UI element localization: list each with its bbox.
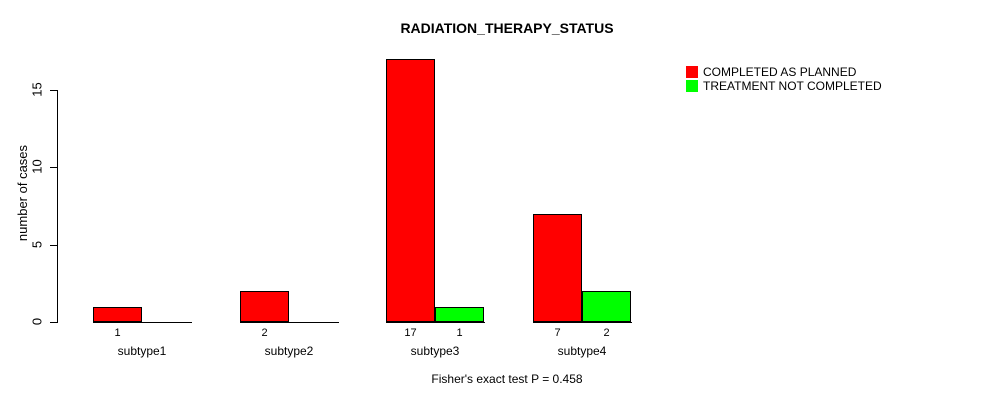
bar-subtype2-completed-as-planned — [240, 291, 289, 322]
x-category-label-subtype2: subtype2 — [264, 344, 314, 358]
y-axis-line — [57, 90, 58, 323]
y-axis-label: number of cases — [15, 144, 30, 242]
legend-swatch-treatment-not-completed — [686, 80, 698, 92]
y-axis-tick-label-10: 10 — [29, 159, 45, 174]
bar-value-label-subtype1-completed-as-planned: 1 — [114, 327, 121, 339]
group-baseline-subtype3 — [386, 322, 485, 323]
x-category-label-subtype4: subtype4 — [557, 344, 607, 358]
bar-value-label-subtype2-completed-as-planned: 2 — [261, 327, 268, 339]
legend-entry-treatment-not-completed: TREATMENT NOT COMPLETED — [686, 80, 882, 92]
y-axis-tick-10 — [50, 167, 57, 168]
x-category-label-subtype1: subtype1 — [117, 344, 167, 358]
y-axis-tick-label-15: 15 — [29, 82, 45, 97]
bar-value-label-subtype4-treatment-not-completed: 2 — [603, 327, 610, 339]
y-axis-tick-0 — [50, 322, 57, 323]
y-axis-tick-label-0: 0 — [29, 317, 45, 326]
bar-subtype4-treatment-not-completed — [582, 291, 631, 322]
bar-value-label-subtype4-completed-as-planned: 7 — [554, 327, 561, 339]
legend-entry-completed-as-planned: COMPLETED AS PLANNED — [686, 66, 882, 78]
group-baseline-subtype2 — [240, 322, 339, 323]
footnote-fisher-test: Fisher's exact test P = 0.458 — [431, 372, 583, 386]
group-baseline-subtype4 — [533, 322, 632, 323]
bar-subtype1-completed-as-planned — [93, 307, 142, 322]
chart-title: RADIATION_THERAPY_STATUS — [400, 20, 614, 36]
bar-value-label-subtype3-completed-as-planned: 17 — [404, 327, 417, 339]
legend: COMPLETED AS PLANNED TREATMENT NOT COMPLE… — [686, 66, 882, 92]
legend-label-completed-as-planned: COMPLETED AS PLANNED — [703, 65, 857, 79]
legend-swatch-completed-as-planned — [686, 66, 698, 78]
bar-value-label-subtype3-treatment-not-completed: 1 — [456, 327, 463, 339]
bar-subtype3-completed-as-planned — [386, 59, 435, 322]
x-category-label-subtype3: subtype3 — [410, 344, 460, 358]
y-axis-tick-label-5: 5 — [29, 240, 45, 249]
y-axis-tick-15 — [50, 90, 57, 91]
group-baseline-subtype1 — [93, 322, 192, 323]
y-axis-tick-5 — [50, 245, 57, 246]
bar-subtype3-treatment-not-completed — [435, 307, 484, 322]
bar-subtype4-completed-as-planned — [533, 214, 582, 322]
legend-label-treatment-not-completed: TREATMENT NOT COMPLETED — [703, 79, 882, 93]
